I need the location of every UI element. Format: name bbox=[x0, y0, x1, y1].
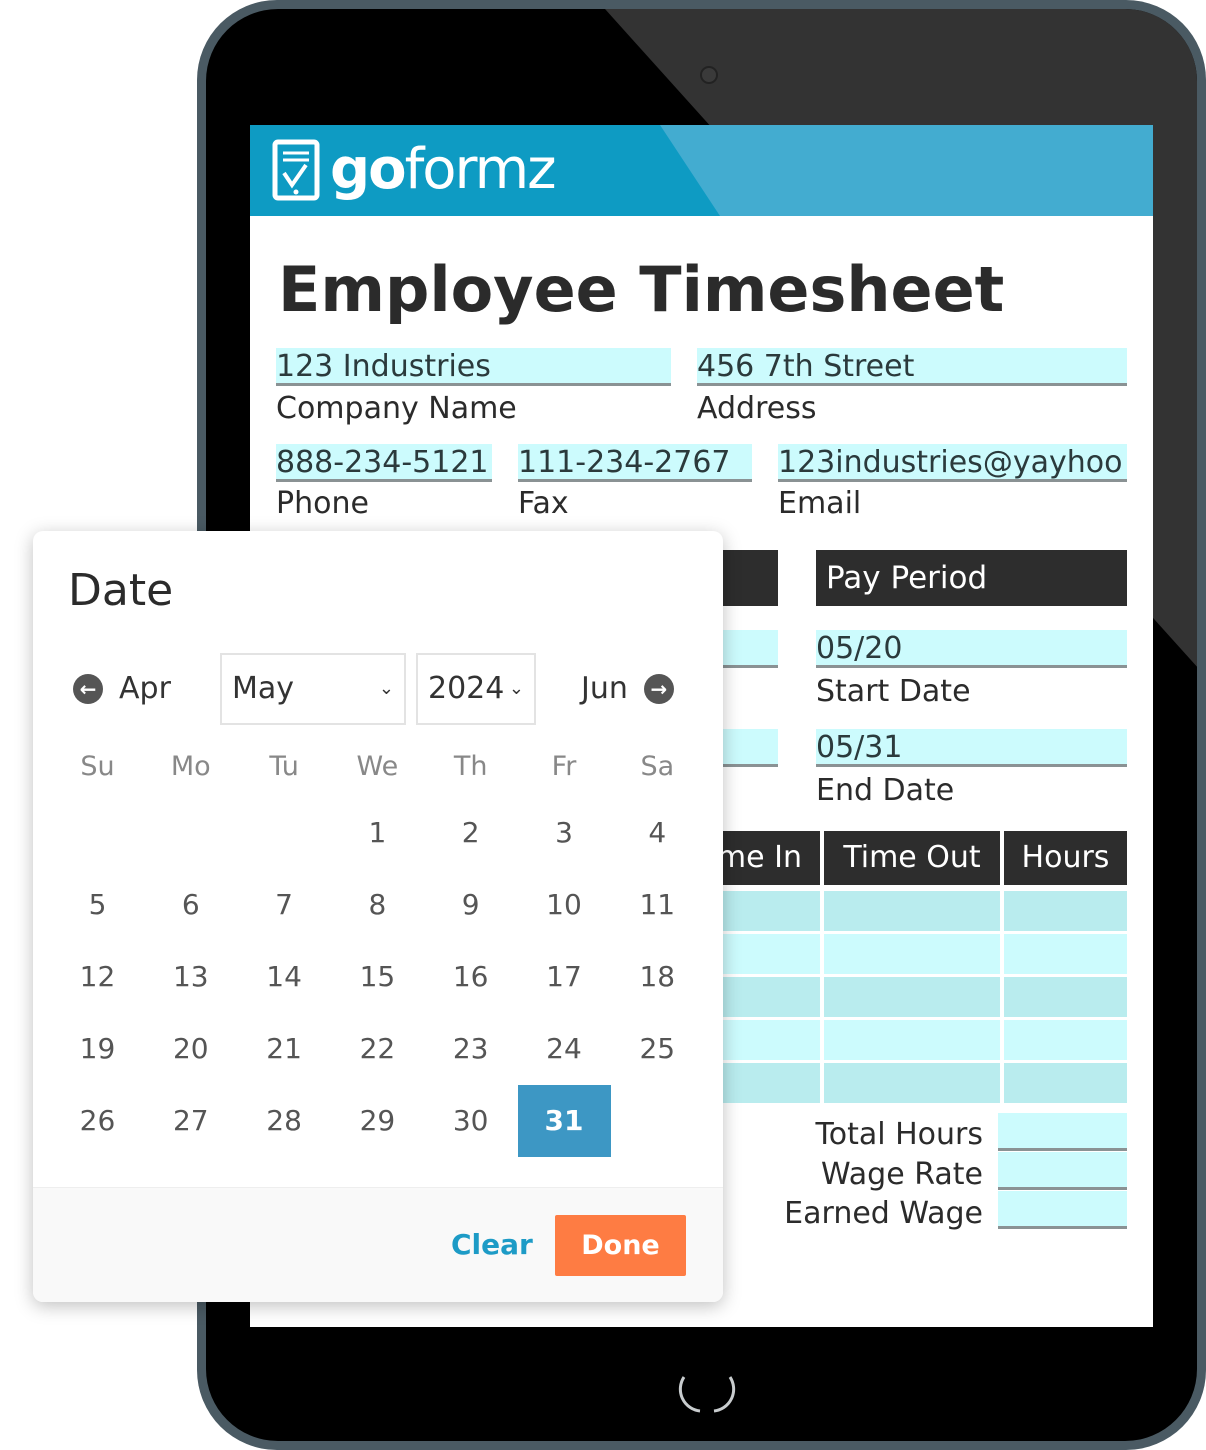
calendar-day[interactable]: 4 bbox=[648, 816, 667, 849]
weekday-label: Sa bbox=[640, 751, 675, 782]
calendar-day[interactable]: 3 bbox=[555, 816, 573, 849]
form-tablet-icon bbox=[272, 139, 320, 201]
calendar-day[interactable]: 16 bbox=[452, 960, 489, 993]
home-button-icon[interactable] bbox=[672, 1369, 742, 1419]
wage-rate-label: Wage Rate bbox=[821, 1157, 983, 1192]
weekday-label: Su bbox=[80, 751, 115, 782]
earned-wage-field[interactable] bbox=[998, 1191, 1127, 1229]
fax-label: Fax bbox=[518, 486, 569, 521]
earned-wage-label: Earned Wage bbox=[784, 1196, 983, 1231]
calendar-day[interactable]: 24 bbox=[546, 1032, 582, 1065]
company-name-field[interactable]: 123 Industries bbox=[276, 348, 671, 386]
weekday-label: Tu bbox=[269, 751, 299, 782]
wage-rate-field[interactable] bbox=[998, 1152, 1127, 1190]
hours-header: Hours bbox=[1004, 831, 1127, 885]
chevron-down-icon: ⌄ bbox=[508, 678, 524, 699]
table-cell[interactable] bbox=[824, 1020, 1000, 1060]
calendar-day[interactable]: 10 bbox=[546, 888, 582, 921]
total-hours-field[interactable] bbox=[998, 1113, 1127, 1151]
calendar-day[interactable]: 7 bbox=[275, 888, 293, 921]
calendar-day[interactable]: 31 bbox=[517, 1085, 611, 1157]
table-cell[interactable] bbox=[824, 891, 1000, 931]
calendar-day[interactable]: 12 bbox=[79, 960, 116, 993]
calendar-day[interactable]: 15 bbox=[359, 960, 396, 993]
calendar-day[interactable]: 6 bbox=[181, 888, 200, 921]
email-field[interactable]: 123industries@yayhoo bbox=[778, 444, 1127, 482]
date-picker-title: Date bbox=[68, 565, 174, 616]
company-name-label: Company Name bbox=[276, 391, 517, 426]
calendar-day[interactable]: 28 bbox=[266, 1104, 302, 1137]
header-banner: goformz bbox=[250, 125, 1153, 216]
calendar-day[interactable]: 18 bbox=[639, 960, 676, 993]
start-date-label: Start Date bbox=[816, 674, 971, 709]
table-cell[interactable] bbox=[1004, 891, 1127, 931]
prev-month-button[interactable]: ← Apr bbox=[73, 671, 171, 706]
start-date-field[interactable]: 05/20 bbox=[816, 630, 1127, 668]
month-select[interactable]: May ⌄ bbox=[220, 653, 406, 725]
calendar-day[interactable]: 5 bbox=[88, 888, 107, 921]
done-button[interactable]: Done bbox=[555, 1215, 686, 1276]
table-cell[interactable] bbox=[824, 977, 1000, 1017]
camera-icon bbox=[700, 66, 718, 84]
calendar-day[interactable]: 26 bbox=[79, 1104, 116, 1137]
calendar-day[interactable]: 2 bbox=[461, 816, 480, 849]
arrow-left-icon: ← bbox=[73, 673, 103, 704]
goformz-logo: goformz bbox=[272, 139, 557, 201]
weekday-label: Th bbox=[453, 751, 488, 782]
calendar-day[interactable]: 1 bbox=[368, 816, 387, 849]
table-cell[interactable] bbox=[1004, 1063, 1127, 1103]
year-select[interactable]: 2024 ⌄ bbox=[416, 653, 536, 725]
email-label: Email bbox=[778, 486, 862, 521]
table-cell[interactable] bbox=[824, 934, 1000, 974]
weekday-label: We bbox=[356, 751, 399, 782]
date-picker-dialog: Date ← Apr May ⌄ 2024 ⌄ Jun → Su Mo Tu We Th Fr Sa… bbox=[33, 531, 723, 1302]
calendar-day[interactable]: 23 bbox=[452, 1032, 489, 1065]
pay-period-header: Pay Period bbox=[816, 550, 1127, 606]
calendar-day[interactable]: 9 bbox=[461, 888, 480, 921]
calendar-day[interactable]: 14 bbox=[266, 960, 302, 993]
calendar-day[interactable]: 19 bbox=[79, 1032, 116, 1065]
calendar-day[interactable]: 22 bbox=[359, 1032, 396, 1065]
weekday-label: Mo bbox=[170, 751, 211, 782]
table-cell[interactable] bbox=[1004, 1020, 1127, 1060]
calendar-day[interactable]: 11 bbox=[639, 888, 676, 921]
calendar-day[interactable]: 21 bbox=[266, 1032, 302, 1065]
weekday-label: Fr bbox=[551, 751, 577, 782]
page-title: Employee Timesheet bbox=[278, 253, 1005, 326]
table-cell[interactable] bbox=[1004, 977, 1127, 1017]
arrow-right-icon: → bbox=[643, 673, 674, 704]
time-out-header: Time Out bbox=[824, 831, 1000, 885]
address-field[interactable]: 456 7th Street bbox=[697, 348, 1127, 386]
date-picker-footer: Clear Done bbox=[33, 1187, 723, 1302]
fax-field[interactable]: 111-234-2767 bbox=[518, 444, 752, 482]
total-hours-label: Total Hours bbox=[815, 1117, 984, 1152]
calendar-day[interactable]: 20 bbox=[172, 1032, 209, 1065]
calendar-day[interactable]: 8 bbox=[368, 888, 387, 921]
calendar-day[interactable]: 29 bbox=[359, 1104, 396, 1137]
end-date-field[interactable]: 05/31 bbox=[816, 729, 1127, 767]
phone-field[interactable]: 888-234-5121 bbox=[276, 444, 492, 482]
clear-button[interactable]: Clear bbox=[451, 1228, 533, 1261]
calendar-day[interactable]: 17 bbox=[546, 960, 582, 993]
address-label: Address bbox=[697, 391, 817, 426]
next-month-button[interactable]: Jun → bbox=[581, 671, 674, 706]
chevron-down-icon: ⌄ bbox=[378, 678, 394, 699]
calendar-day[interactable]: 25 bbox=[639, 1032, 676, 1065]
calendar-day[interactable]: 27 bbox=[172, 1104, 209, 1137]
end-date-label: End Date bbox=[816, 773, 955, 808]
table-cell[interactable] bbox=[1004, 934, 1127, 974]
phone-label: Phone bbox=[276, 486, 369, 521]
table-cell[interactable] bbox=[824, 1063, 1000, 1103]
calendar-day[interactable]: 13 bbox=[172, 960, 209, 993]
calendar-day[interactable]: 30 bbox=[452, 1104, 489, 1137]
